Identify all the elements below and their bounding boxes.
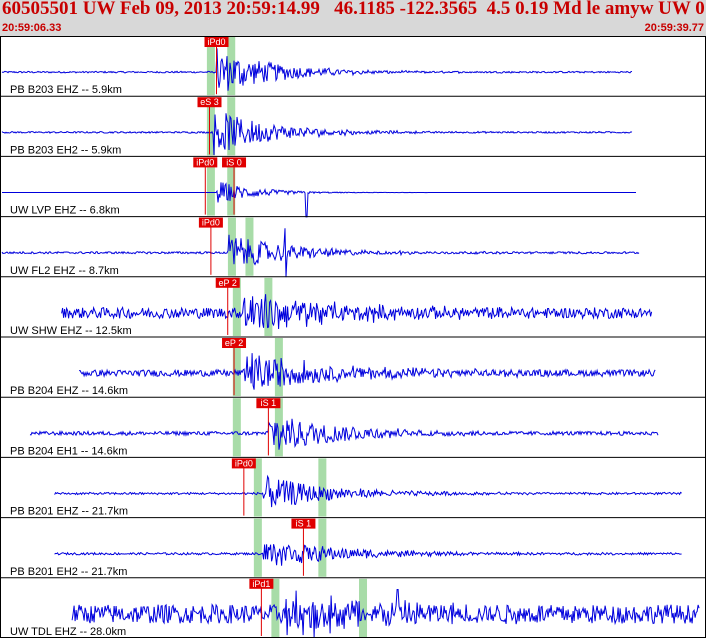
pick-tag [222,338,247,348]
channel-label: PB B203 EH2 -- 5.9km [10,144,121,156]
phase-window [206,97,215,156]
phase-window [232,398,241,457]
pick-label: eP 2 [219,278,237,288]
pick-tag [197,97,222,108]
phase-window [253,518,262,577]
phase-window [227,157,236,216]
phase-window [232,338,241,397]
channel-label: PB B201 EH2 -- 21.7km [10,566,127,578]
channel-label: UW FL2 EHZ -- 8.7km [10,265,119,277]
channel-label: PB B204 EH1 -- 14.6km [10,445,127,457]
phase-window [274,338,283,397]
trace-8 [54,474,682,508]
phase-window [253,458,262,517]
trace-6 [79,353,656,390]
trace-2 [1,113,633,156]
pick-label: iPd0 [202,218,220,228]
channel-label: PB B204 EHZ -- 14.6km [10,385,128,397]
pick-tag [249,578,274,589]
event-title: 60505501 UW Feb 09, 2013 20:59:14.99 46.… [2,0,706,19]
event-header: 60505501 UW Feb 09, 2013 20:59:14.99 46.… [0,0,706,36]
trace-7 [29,418,659,450]
phase-window [274,398,283,457]
trace-10 [71,589,700,638]
pick-tag [215,277,240,288]
pick-label: eS 3 [200,97,219,107]
pick-tag [231,458,256,469]
pick-tag [222,157,247,168]
start-time: 20:59:06.33 [2,22,62,34]
end-time: 20:59:39.77 [644,22,704,34]
pick-label: iPd1 [252,579,270,589]
pick-label: eP 2 [225,338,243,348]
channel-label: UW TDL EHZ -- 28.0km [10,626,126,638]
pick-label: iS 1 [261,398,277,408]
trace-5 [61,294,653,330]
trace-4 [1,228,640,278]
seismogram-plot: iPd0 PB B203 EHZ -- 5.9km eS 3 PB B203 EH2 … [0,36,706,638]
channel-label: UW SHW EHZ -- 12.5km [10,325,132,337]
pick-tag [198,217,223,228]
phase-window [206,157,215,216]
channel-label: UW LVP EHZ -- 6.8km [10,205,120,217]
phase-window [264,277,273,336]
trace-9 [54,544,682,566]
pick-tag [204,37,229,47]
pick-label: iS 0 [226,157,242,167]
channel-label: PB B203 EHZ -- 5.9km [10,84,122,96]
pick-label: iPd0 [235,458,253,468]
phase-window [227,217,236,276]
pick-label: iPd0 [196,157,214,167]
phase-window [271,578,280,637]
phase-window [232,277,241,336]
pick-tag [193,157,218,168]
pick-tag [291,518,316,529]
pick-label: iS 1 [296,519,312,529]
pick-label: iPd0 [207,37,225,47]
phase-window [206,37,215,96]
pick-tag [256,398,281,409]
phase-window [359,578,368,637]
trace-1 [1,48,633,91]
trace-3 [2,182,636,218]
phase-window [318,458,327,517]
phase-window [227,37,236,96]
channel-label: PB B201 EHZ -- 21.7km [10,506,128,518]
